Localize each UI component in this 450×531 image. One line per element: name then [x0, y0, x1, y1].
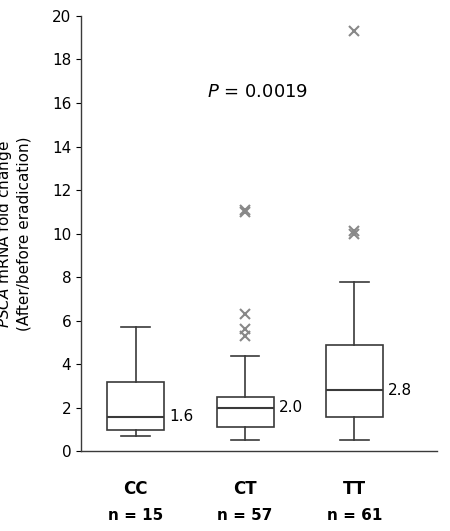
Text: 2.8: 2.8	[388, 383, 413, 398]
PathPatch shape	[107, 382, 164, 430]
Text: n = 15: n = 15	[108, 508, 163, 523]
Text: n = 61: n = 61	[327, 508, 382, 523]
Text: n = 57: n = 57	[217, 508, 273, 523]
PathPatch shape	[326, 345, 383, 416]
Text: 2.0: 2.0	[279, 400, 303, 415]
PathPatch shape	[216, 397, 274, 427]
Text: CT: CT	[233, 479, 257, 498]
Text: CC: CC	[123, 479, 148, 498]
Text: $\it{PSCA}$ mRNA fold change
(After/before eradication): $\it{PSCA}$ mRNA fold change (After/befo…	[0, 136, 32, 331]
Text: 1.6: 1.6	[170, 409, 194, 424]
Text: $\it{P}$ = 0.0019: $\it{P}$ = 0.0019	[207, 83, 308, 101]
Text: TT: TT	[343, 479, 366, 498]
